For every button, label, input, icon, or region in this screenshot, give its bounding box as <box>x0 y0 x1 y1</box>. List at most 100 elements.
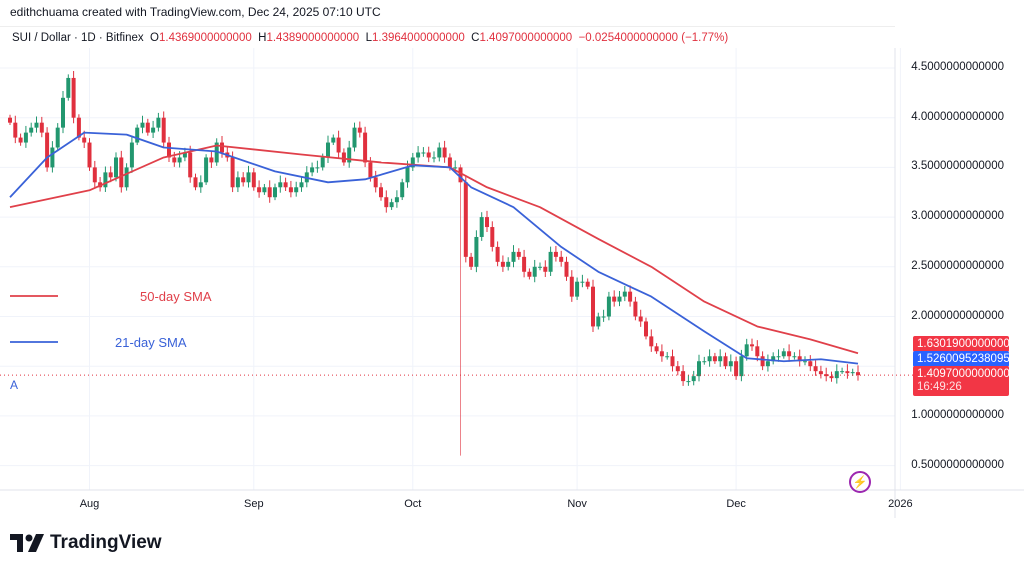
candle-body <box>389 202 394 208</box>
candle-body <box>140 122 145 128</box>
candle-body <box>622 291 627 297</box>
candle-body <box>151 127 156 133</box>
time-tick-label: Dec <box>726 498 746 510</box>
candle-body <box>129 142 134 168</box>
candle-body <box>527 271 532 277</box>
candle-body <box>273 187 277 198</box>
candle-body <box>320 157 325 168</box>
candle-body <box>336 137 341 153</box>
candle-body <box>638 316 643 322</box>
candle-body <box>485 217 489 228</box>
candle-body <box>299 182 304 188</box>
candle-body <box>712 356 717 362</box>
brand-name: TradingView <box>50 532 162 553</box>
candle-body <box>182 152 187 158</box>
candle-body <box>665 356 670 358</box>
candle-body <box>787 351 792 357</box>
sma50-line <box>9 144 859 355</box>
candle-body <box>13 122 18 138</box>
candle-body <box>803 361 807 363</box>
candle-body <box>198 182 203 188</box>
candle-body <box>744 344 749 357</box>
candle-body <box>824 374 829 377</box>
candle-body <box>235 177 240 188</box>
high-value: 1.4389000000000 <box>266 32 360 44</box>
candle-body <box>718 356 723 362</box>
candle-body <box>522 256 527 272</box>
candle-body <box>66 77 71 98</box>
sma21-line <box>9 131 859 365</box>
candle-body <box>760 356 765 367</box>
candle-body <box>347 147 352 163</box>
candle-body <box>447 157 452 168</box>
candle-body <box>39 122 44 133</box>
candle-body <box>532 266 537 277</box>
candle-body <box>829 376 834 379</box>
candle-body <box>856 372 860 376</box>
candle-body <box>612 296 617 302</box>
candle-body <box>659 351 664 357</box>
candle-body <box>114 157 118 178</box>
candle-body <box>511 251 516 262</box>
candle-body <box>606 296 611 317</box>
candle-body <box>161 117 166 143</box>
candle-body <box>209 157 214 163</box>
candle-body <box>469 256 474 267</box>
candle-body <box>702 361 707 363</box>
price-tick-label: 2.0000000000000 <box>911 309 1004 322</box>
candle-body <box>294 187 299 193</box>
candle-body <box>442 147 447 158</box>
candle-body <box>675 366 680 372</box>
candle-body <box>538 266 542 268</box>
symbol-label[interactable]: SUI / Dollar · 1D · Bitfinex <box>12 32 144 44</box>
candle-body <box>670 356 675 367</box>
candle-body <box>490 227 495 247</box>
candle-body <box>617 296 622 302</box>
candle-body <box>368 162 373 178</box>
candle-body <box>352 127 357 148</box>
candle-body <box>543 266 548 272</box>
candle-body <box>135 127 140 143</box>
candle-body <box>373 177 378 188</box>
price-tick-label: 4.0000000000000 <box>911 110 1004 123</box>
candle-body <box>686 381 691 383</box>
candle-body <box>808 361 813 367</box>
candle-body <box>776 356 781 358</box>
lightning-icon[interactable]: ⚡ <box>849 471 871 493</box>
candle-body <box>479 217 484 237</box>
candle-body <box>585 281 590 287</box>
price-tick-label: 3.5000000000000 <box>911 160 1004 173</box>
candle-body <box>755 346 760 357</box>
candle-body <box>564 261 569 277</box>
price-tick-label: 0.5000000000000 <box>911 458 1004 471</box>
chart-credit: edithchuama created with TradingView.com… <box>10 5 381 19</box>
price-tick-label: 4.5000000000000 <box>911 61 1004 73</box>
candle-body <box>707 356 712 362</box>
open-label: O <box>150 32 159 44</box>
candle-body <box>850 372 855 374</box>
candle-body <box>681 371 686 382</box>
time-tick-label: Oct <box>404 498 422 510</box>
candle-body <box>357 127 362 133</box>
price-chart[interactable] <box>0 48 1024 518</box>
bar-countdown: 16:49:26 <box>917 381 962 393</box>
candle-body <box>644 321 648 337</box>
candle-body <box>728 361 733 367</box>
candle-body <box>188 152 193 178</box>
candle-body <box>384 197 389 208</box>
close-value: 1.4097000000000 <box>479 32 573 44</box>
candle-body <box>50 147 55 168</box>
open-value: 1.4369000000000 <box>159 32 252 44</box>
last-price-tag: 1.4097000000000 16:49:26 <box>913 366 1010 396</box>
low-label: L <box>365 32 372 44</box>
candle-body <box>23 132 28 143</box>
candle-body <box>156 117 161 128</box>
candle-body <box>426 152 431 158</box>
candle-body <box>591 286 595 327</box>
candle-body <box>172 157 177 163</box>
candle-body <box>840 371 845 373</box>
candle-body <box>204 157 209 183</box>
candle-body <box>553 251 558 257</box>
candle-body <box>500 261 505 267</box>
candle-body <box>437 147 442 158</box>
